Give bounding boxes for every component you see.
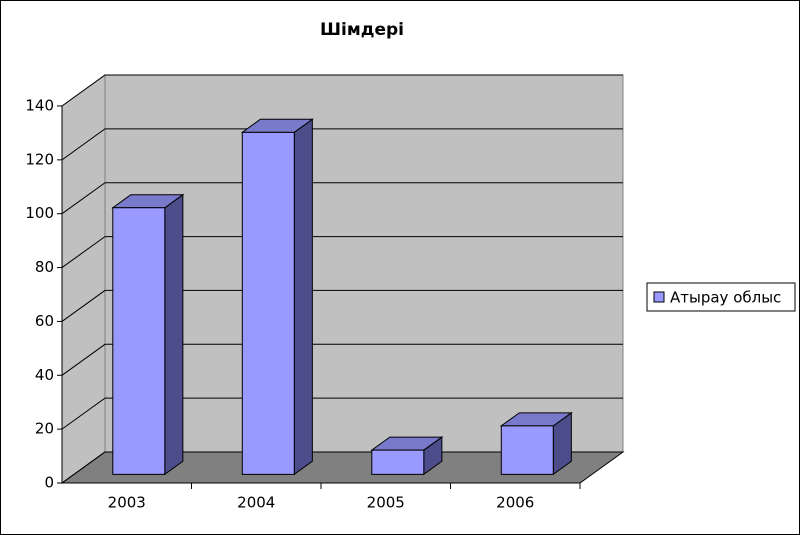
y-tick-label: 80 [35, 258, 54, 276]
bar-side [293, 118, 313, 476]
x-tick-label: 2006 [496, 494, 534, 512]
x-tick-label: 2003 [108, 494, 146, 512]
chart-title: Шімдері [320, 20, 404, 40]
grid-line [61, 236, 623, 268]
grid-line [61, 451, 623, 484]
grid-line [61, 343, 623, 376]
grid-line [61, 128, 623, 161]
bar [112, 207, 166, 475]
y-tick-label: 100 [25, 204, 54, 222]
grid-line [61, 397, 623, 430]
y-tick-label: 20 [35, 420, 54, 438]
x-tick-label: 2005 [367, 494, 405, 512]
legend-swatch [653, 291, 665, 303]
bar [371, 449, 425, 475]
legend-box [646, 282, 796, 312]
y-tick-label: 40 [35, 366, 54, 384]
grid-line [61, 289, 623, 322]
y-tick-label: 140 [25, 97, 54, 115]
x-tick-label: 2004 [237, 494, 275, 512]
bar-side [164, 193, 184, 476]
legend-label: Атырау облыс [670, 289, 781, 307]
bar [500, 425, 554, 475]
bar [241, 131, 295, 475]
y-tick-label: 60 [35, 312, 54, 330]
y-tick-label: 0 [44, 474, 54, 492]
grid-line [61, 182, 623, 215]
side-wall [61, 74, 106, 484]
y-tick-label: 120 [25, 150, 54, 168]
grid-line [61, 74, 623, 107]
